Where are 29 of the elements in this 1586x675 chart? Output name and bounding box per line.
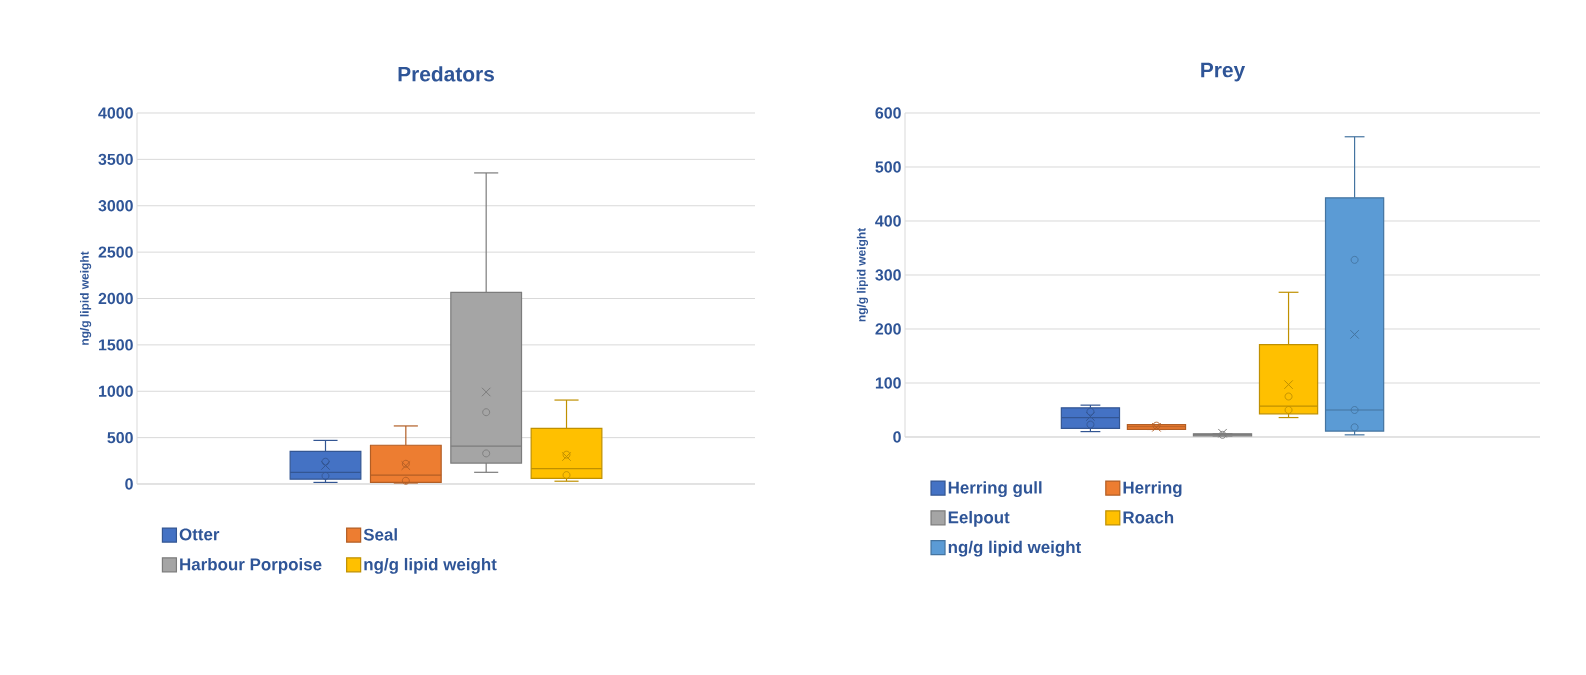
y-tick-label: 600 — [875, 107, 901, 119]
y-axis-title: ng/g lipid weight — [79, 251, 92, 345]
legend-label: Herring — [1123, 481, 1182, 498]
y-tick-label: 100 — [875, 377, 901, 389]
legend-label: Roach — [1123, 510, 1174, 524]
y-tick-label: 0 — [893, 431, 901, 443]
y-tick-label: 1500 — [99, 339, 133, 351]
legend-label: Seal — [363, 528, 397, 541]
legend-label: Eelpout — [948, 510, 1010, 527]
chart-title: Predators — [398, 66, 494, 82]
y-tick-label: 2000 — [98, 292, 133, 305]
y-tick-label: 3500 — [98, 153, 133, 166]
y-tick-label: 400 — [875, 215, 901, 227]
y-tick-label: 1000 — [99, 385, 133, 397]
chart-title: Prey — [1201, 62, 1246, 82]
y-tick-label: 0 — [125, 478, 133, 490]
y-tick-label: 500 — [107, 431, 133, 444]
y-tick-label: 500 — [875, 161, 901, 173]
legend-label: Herring gull — [948, 481, 1042, 498]
legend-label: ng/g lipid weight — [948, 540, 1082, 557]
y-tick-label: 3000 — [98, 200, 133, 212]
y-tick-label: 200 — [875, 323, 901, 335]
y-tick-label: 300 — [875, 269, 901, 281]
legend-label: Otter — [179, 528, 220, 541]
y-axis-title: ng/g lipid weight — [856, 227, 869, 322]
y-tick-label: 4000 — [98, 107, 133, 119]
y-tick-label: 2500 — [98, 246, 133, 258]
legend-label: Harbour Porpoise — [180, 557, 322, 574]
legend-label: ng/g lipid weight — [364, 557, 497, 574]
